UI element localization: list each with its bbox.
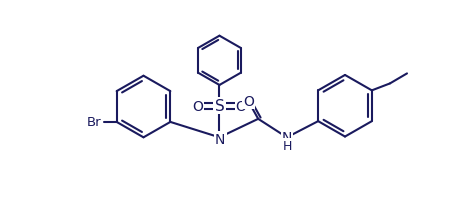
Text: H: H	[283, 140, 292, 153]
Text: N: N	[281, 131, 292, 145]
Text: S: S	[214, 99, 224, 114]
Text: O: O	[236, 99, 247, 113]
Text: O: O	[192, 99, 203, 113]
Text: Br: Br	[87, 116, 102, 129]
Text: O: O	[243, 95, 254, 109]
Text: N: N	[215, 132, 226, 146]
